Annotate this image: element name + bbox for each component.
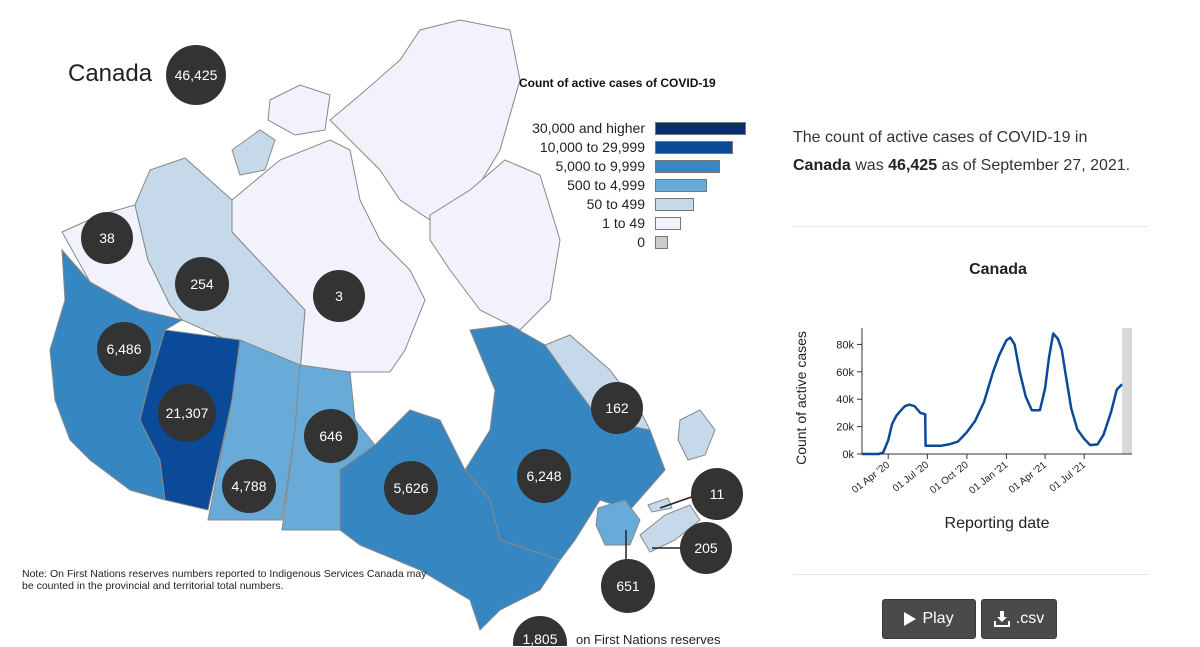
bubble-nb[interactable]: 651 [601, 559, 655, 613]
bubble-bc[interactable]: 6,486 [97, 322, 151, 376]
y-tick-label: 40k [836, 394, 854, 406]
bubble-reserves[interactable]: 1,805 [513, 616, 567, 646]
legend-swatch [655, 235, 668, 249]
chart-title: Canada [969, 261, 1027, 278]
legend-item-label: 5,000 to 9,999 [555, 158, 645, 174]
legend-item: 30,000 and higher [500, 119, 746, 137]
bubble-nl-value: 162 [605, 400, 629, 416]
x-tick-label: 01 Jan '21 [967, 459, 1010, 496]
summary-region: Canada [793, 157, 851, 174]
bubble-sk-value: 4,788 [231, 478, 266, 494]
legend-swatch [655, 178, 707, 192]
bubble-canada[interactable]: 46,425 [166, 45, 226, 105]
x-tick-label: 01 Jul '21 [1048, 459, 1089, 494]
bubble-ns[interactable]: 205 [680, 522, 732, 574]
chart-series-line [862, 332, 1123, 456]
bubble-qc[interactable]: 6,248 [517, 449, 571, 503]
divider-bottom [793, 574, 1148, 575]
y-tick-label: 60k [836, 367, 854, 379]
bubble-yt[interactable]: 38 [81, 212, 133, 264]
legend-item-label: 10,000 to 29,999 [539, 139, 645, 155]
legend-item-label: 30,000 and higher [532, 120, 645, 136]
bubble-reserves-value: 1,805 [522, 631, 557, 646]
bubble-on[interactable]: 5,626 [384, 461, 438, 515]
x-axis-label: Reporting date [945, 515, 1050, 532]
legend-swatch [655, 140, 733, 154]
legend-item: 5,000 to 9,999 [500, 157, 720, 175]
region-nu-island-west[interactable] [267, 84, 331, 136]
bubble-ab[interactable]: 21,307 [158, 384, 216, 442]
legend-item: 0 [500, 233, 668, 251]
bubble-on-value: 5,626 [393, 480, 428, 496]
bubble-pe-value: 11 [710, 486, 725, 502]
y-tick-label: 80k [836, 339, 854, 351]
y-tick-label: 0k [842, 449, 854, 461]
legend-item: 10,000 to 29,999 [500, 138, 733, 156]
legend-item: 50 to 499 [500, 195, 694, 213]
bubble-nu[interactable]: 3 [313, 270, 365, 322]
bubble-ab-value: 21,307 [166, 405, 209, 421]
play-button-label: Play [922, 610, 954, 627]
bubble-mb-value: 646 [319, 428, 343, 444]
legend-title: Count of active cases of COVID-19 [519, 76, 716, 90]
region-nl-island[interactable] [677, 409, 716, 461]
region-ns[interactable] [639, 504, 701, 553]
legend-item-label: 50 to 499 [586, 196, 645, 212]
bubble-canada-value: 46,425 [175, 67, 218, 83]
download-icon [993, 611, 1010, 627]
bubble-mb[interactable]: 646 [304, 409, 358, 463]
bubble-ns-value: 205 [694, 540, 718, 556]
region-nt-island[interactable] [231, 129, 276, 176]
play-button[interactable]: Play [882, 599, 976, 639]
region-nu-baffin[interactable] [429, 159, 561, 331]
legend-swatch [655, 159, 720, 173]
map-regions [49, 19, 716, 631]
bubble-nu-value: 3 [335, 288, 343, 304]
chart-current-period-highlight [1122, 328, 1132, 454]
map-country-label: Canada [68, 60, 153, 87]
x-tick-label: 01 Oct '20 [928, 459, 971, 496]
download-csv-button[interactable]: .csv [981, 599, 1057, 639]
y-axis-ticks: 0k 20k 40k 60k 80k [836, 339, 862, 461]
bubble-pe[interactable]: 11 [691, 468, 743, 520]
download-csv-label: .csv [1015, 610, 1045, 627]
x-tick-label: 01 Apr '20 [850, 459, 892, 495]
legend-item: 500 to 4,999 [500, 176, 707, 194]
legend-item-label: 500 to 4,999 [567, 177, 645, 193]
map-note: Note: On First Nations reserves numbers … [22, 568, 427, 592]
bubble-nt[interactable]: 254 [175, 257, 229, 311]
summary-middle: was [855, 157, 884, 174]
region-nb[interactable] [595, 499, 641, 546]
bubble-yt-value: 38 [99, 230, 115, 246]
y-axis-label: Count of active cases [793, 331, 809, 465]
region-on[interactable] [339, 409, 561, 631]
region-pe[interactable] [647, 497, 673, 513]
legend-item: 1 to 49 [500, 214, 681, 232]
legend-swatch [655, 121, 746, 135]
y-tick-label: 20k [836, 422, 854, 434]
x-tick-label: 01 Apr '21 [1007, 459, 1049, 495]
summary-value: 46,425 [888, 157, 938, 174]
region-nu-islands[interactable] [329, 19, 521, 221]
summary-suffix: as of September 27, 2021. [941, 157, 1131, 174]
legend-swatch [655, 216, 681, 230]
bubble-nt-value: 254 [190, 276, 214, 292]
summary-text: The count of active cases of COVID-19 in… [793, 124, 1133, 180]
legend-swatch [655, 197, 694, 211]
x-tick-label: 01 Jul '20 [891, 459, 932, 494]
bubble-qc-value: 6,248 [526, 468, 561, 484]
divider-top [793, 226, 1148, 227]
summary-prefix: The count of active cases of COVID-19 in [793, 129, 1088, 146]
canada-map: 46,425 38 254 3 6,486 21,307 4,788 646 5… [49, 19, 743, 646]
legend-item-label: 0 [637, 234, 645, 250]
bubble-bc-value: 6,486 [106, 341, 141, 357]
bubble-nb-value: 651 [616, 578, 640, 594]
reserves-label: on First Nations reserves [576, 632, 721, 647]
bubble-nl[interactable]: 162 [591, 382, 643, 434]
legend-item-label: 1 to 49 [602, 215, 645, 231]
bubble-sk[interactable]: 4,788 [222, 459, 276, 513]
play-icon [904, 612, 917, 626]
